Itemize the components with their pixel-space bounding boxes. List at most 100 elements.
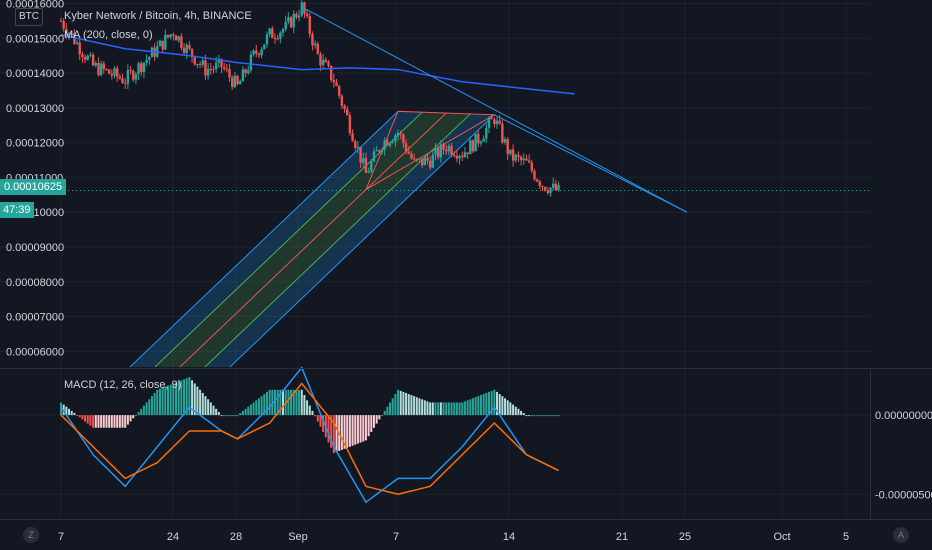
macd-histogram-bar: [110, 415, 113, 428]
candle-body: [65, 28, 68, 36]
macd-histogram-bar: [292, 389, 295, 416]
macd-histogram-bar: [102, 415, 105, 428]
macd-histogram-bar: [348, 415, 351, 447]
macd-histogram-bar: [530, 415, 533, 417]
macd-histogram-bar: [60, 402, 62, 416]
fork-line: [129, 110, 399, 368]
candle-body: [359, 146, 362, 163]
macd-histogram-bar: [557, 415, 560, 417]
price-tick-label: 0.00016000: [6, 0, 64, 10]
candle-body: [185, 44, 188, 53]
macd-histogram-bar: [501, 396, 504, 416]
macd-histogram-bar: [177, 381, 180, 416]
candle-body: [340, 95, 344, 106]
candle-body: [126, 70, 130, 84]
candle-body: [263, 44, 266, 50]
macd-histogram-bar: [375, 415, 378, 424]
candle-body: [268, 28, 271, 35]
candle-body: [132, 70, 135, 80]
candle-body: [388, 142, 392, 146]
macd-histogram-bar: [316, 415, 319, 422]
candle-body: [110, 73, 114, 76]
auto-scale-button[interactable]: A: [893, 527, 909, 543]
candle-body: [372, 151, 376, 162]
macd-histogram-bar: [279, 389, 282, 416]
candle-body: [201, 60, 204, 65]
macd-histogram-bar: [137, 411, 140, 416]
candle-body: [62, 21, 65, 29]
candle-body: [412, 158, 416, 160]
macd-histogram-bar: [343, 415, 346, 449]
symbol-badge[interactable]: BTC: [15, 8, 43, 26]
trendline: [301, 6, 688, 213]
macd-histogram-bar: [332, 415, 335, 454]
macd-histogram-bar: [340, 415, 343, 450]
macd-histogram-bar: [153, 392, 156, 416]
macd-histogram-bar: [94, 415, 97, 428]
candle-body: [236, 75, 239, 85]
candle-body: [231, 77, 234, 88]
candle-body: [137, 63, 140, 75]
candle-body: [338, 85, 341, 96]
macd-histogram-bar: [541, 415, 544, 417]
macd-histogram-bar: [453, 402, 456, 416]
candle-body: [450, 145, 453, 155]
macd-histogram-bar: [359, 415, 362, 443]
macd-histogram-bar: [544, 415, 547, 417]
candle-body: [383, 140, 386, 150]
macd-histogram-bar: [351, 415, 354, 446]
macd-histogram-bar: [86, 415, 89, 424]
price-tick-label: 0.00008000: [6, 277, 64, 289]
candle-body: [354, 141, 357, 148]
macd-histogram-bar: [442, 402, 445, 416]
time-tick-label: Oct: [773, 531, 790, 543]
candle-body: [289, 17, 293, 28]
macd-histogram-bar: [217, 411, 220, 416]
candle-body: [453, 154, 456, 156]
macd-histogram-bar: [477, 396, 480, 416]
macd-histogram-bar: [260, 396, 263, 416]
macd-histogram-bar: [236, 415, 239, 417]
candle-body: [196, 63, 199, 65]
candle-body: [107, 69, 111, 74]
macd-histogram-bar: [549, 415, 552, 417]
candle-body: [59, 20, 63, 22]
macd-histogram-bar: [220, 415, 223, 417]
macd-histogram-bar: [233, 415, 236, 417]
price-tick-label: 0.00012000: [6, 138, 64, 150]
macd-histogram-bar: [207, 399, 210, 416]
macd-histogram-bar: [504, 398, 507, 416]
candle-body: [329, 65, 333, 80]
candle-body: [445, 149, 448, 152]
macd-histogram-bar: [506, 400, 509, 416]
macd-histogram-bar: [68, 408, 71, 416]
candle-body: [378, 150, 381, 152]
candle-body: [375, 150, 378, 152]
candle-body: [102, 63, 105, 70]
candle-body: [252, 50, 255, 55]
macd-histogram-bar: [322, 415, 325, 432]
macd-histogram-bar: [413, 396, 416, 416]
macd-histogram-bar: [485, 392, 488, 416]
candle-body: [498, 120, 501, 124]
macd-histogram-bar: [455, 402, 458, 416]
candle-body: [461, 155, 464, 158]
candle-body: [158, 40, 162, 47]
candle-body: [124, 82, 127, 84]
candle-body: [265, 34, 269, 45]
price-tick-label: 0.00007000: [6, 312, 64, 324]
candle-body: [495, 120, 499, 125]
candle-body: [493, 119, 496, 125]
candle-body: [198, 63, 202, 65]
candle-body: [276, 38, 279, 40]
candle-body: [501, 123, 504, 143]
macd-histogram-bar: [554, 415, 557, 417]
candle-body: [118, 76, 122, 79]
macd-histogram-bar: [450, 402, 453, 416]
zoom-button[interactable]: Z: [23, 527, 39, 543]
candle-body: [367, 171, 370, 173]
candle-body: [386, 140, 389, 146]
candle-body: [279, 32, 282, 39]
